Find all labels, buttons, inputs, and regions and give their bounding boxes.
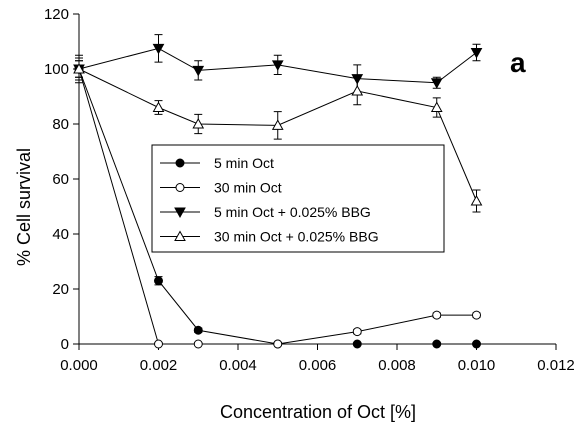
x-tick-label: 0.004	[219, 357, 257, 374]
y-tick-label: 0	[61, 336, 69, 353]
legend-label: 30 min Oct + 0.025% BBG	[214, 229, 379, 245]
legend-marker	[174, 207, 186, 219]
data-point	[73, 62, 85, 74]
data-point	[193, 339, 203, 349]
data-point	[470, 194, 483, 206]
data-point	[152, 101, 165, 112]
series-3	[73, 57, 483, 213]
data-point	[432, 339, 442, 349]
legend-item-3: 30 min Oct + 0.025% BBG	[160, 229, 379, 245]
x-tick-label: 0.000	[60, 357, 98, 374]
legend-marker	[174, 230, 186, 241]
legend-box	[151, 144, 445, 253]
legend-label: 5 min Oct	[214, 155, 274, 171]
legend-marker	[175, 183, 185, 192]
data-point	[351, 84, 364, 96]
data-point	[154, 276, 163, 286]
y-tick-label: 40	[52, 226, 69, 243]
data-point	[430, 101, 443, 112]
x-axis-label: Concentration of Oct [%]	[220, 402, 416, 422]
data-point	[193, 325, 203, 335]
y-tick-label: 20	[52, 281, 69, 298]
x-tick-label: 0.008	[378, 357, 416, 374]
y-tick-label: 60	[52, 171, 69, 188]
data-point	[154, 339, 163, 349]
data-point	[472, 310, 481, 320]
data-point	[432, 310, 442, 320]
x-tick-label: 0.006	[299, 357, 337, 374]
data-point	[192, 117, 205, 129]
y-tick-label: 100	[44, 61, 69, 78]
y-tick-label: 80	[52, 116, 69, 133]
data-point	[470, 48, 483, 59]
series-2	[73, 34, 483, 93]
legend-label: 30 min Oct	[214, 180, 282, 196]
data-point	[152, 43, 165, 55]
x-tick-label: 0.002	[140, 357, 178, 374]
data-point	[271, 119, 284, 130]
legend-item-2: 5 min Oct + 0.025% BBG	[160, 204, 371, 220]
axis-ticks: 0.000 0.002 0.004 0.006 0.008 0.010 0.012 0 20 40…	[44, 6, 575, 374]
panel-label: a	[510, 47, 526, 78]
series-layer	[73, 34, 483, 349]
legend: 5 min Oct 30 min Oct 5 min Oct + 0.025% BB…	[151, 144, 445, 253]
x-tick-label: 0.010	[458, 357, 496, 374]
data-point	[192, 65, 205, 77]
legend-marker	[175, 158, 185, 168]
legend-item-1: 30 min Oct	[160, 180, 282, 196]
data-point	[352, 327, 362, 337]
data-point	[352, 339, 362, 349]
data-point	[271, 60, 284, 71]
legend-item-0: 5 min Oct	[160, 155, 274, 171]
data-point	[430, 78, 443, 89]
x-tick-label: 0.012	[537, 357, 575, 374]
y-axis-label: % Cell survival	[14, 148, 34, 266]
y-tick-label: 120	[44, 6, 69, 23]
data-point	[472, 339, 481, 349]
data-point	[273, 339, 283, 349]
legend-label: 5 min Oct + 0.025% BBG	[214, 204, 371, 220]
